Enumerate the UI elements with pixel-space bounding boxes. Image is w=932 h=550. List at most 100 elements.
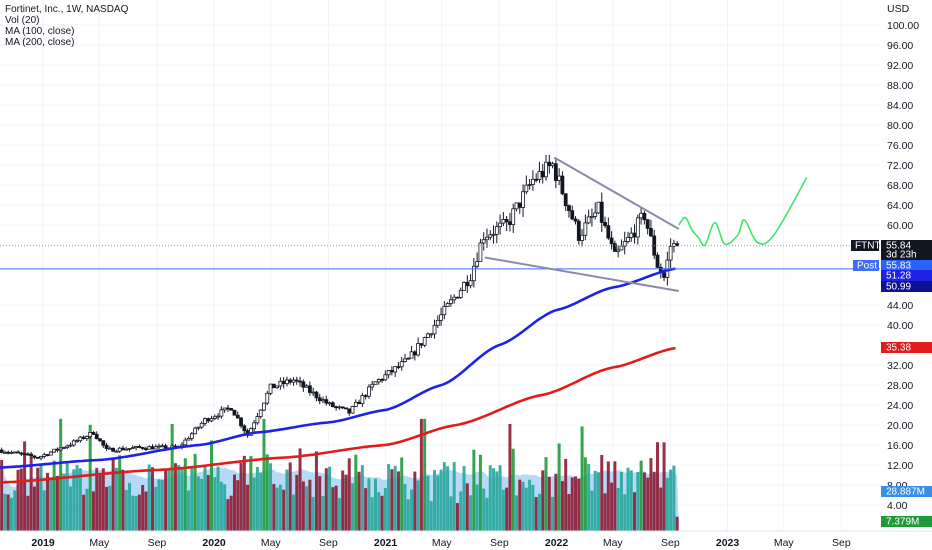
candle-body — [347, 408, 352, 414]
legend-ma100[interactable]: MA (100, close) — [5, 26, 75, 37]
volume-bar — [662, 442, 666, 531]
candle-body — [439, 314, 443, 321]
candle-body — [412, 351, 417, 356]
volume-bar — [167, 468, 171, 531]
candle-body — [262, 402, 266, 411]
projection-path — [678, 177, 808, 247]
candle-body — [632, 232, 637, 238]
ma100-tag-a-bg — [881, 270, 932, 281]
post-price-tag: 55.83 — [886, 261, 911, 272]
candle-body — [196, 426, 201, 429]
candle-body — [337, 406, 342, 409]
volume-bar — [334, 485, 338, 531]
candle-body — [101, 440, 106, 446]
candle-body — [226, 407, 230, 410]
volume-bar — [78, 468, 82, 531]
candle-body — [121, 447, 125, 451]
candle-body — [527, 184, 532, 186]
candle-body — [662, 272, 666, 278]
volume-bar — [32, 486, 36, 531]
time-tick-label: May — [261, 537, 282, 549]
candle-body — [265, 392, 270, 404]
volume-bar — [606, 461, 610, 531]
volume-bar — [393, 465, 397, 531]
volume-bar — [364, 488, 368, 531]
candle-body — [294, 379, 299, 382]
volume-bar — [288, 462, 292, 531]
candle-body — [275, 385, 280, 389]
candle-body — [242, 425, 247, 432]
volume-bar — [298, 448, 302, 531]
volume-bar — [580, 426, 584, 531]
vol-ma-tag-bg — [881, 486, 932, 497]
volume-bar — [219, 481, 223, 531]
candle-body — [144, 448, 148, 450]
volume-bar — [518, 479, 522, 531]
legend-title[interactable]: Fortinet, Inc., 1W, NASDAQ — [5, 4, 129, 15]
volume-bar — [406, 499, 410, 531]
volume-bar — [377, 492, 381, 531]
volume-bar — [554, 473, 558, 531]
volume-bar — [403, 483, 407, 531]
candle-body — [494, 226, 499, 235]
volume-bar — [242, 455, 246, 531]
volume-bar — [147, 464, 151, 531]
volume-bar — [292, 494, 296, 531]
volume-bar — [154, 486, 158, 531]
volume-bar — [223, 484, 227, 531]
ma100-tag-b: 50.99 — [886, 282, 911, 293]
volume-bar — [380, 495, 384, 531]
legend-ma200[interactable]: MA (200, close) — [5, 37, 75, 48]
time-axis[interactable]: 2019 May Sep 2020 May Sep 2021 May Sep 2022 May Sep… — [0, 530, 932, 550]
candle-body — [619, 245, 624, 251]
volume-bar — [311, 497, 315, 531]
volume-bar — [236, 480, 240, 531]
volume-bar — [134, 496, 138, 531]
volume-bar — [482, 488, 486, 531]
candle-body — [307, 385, 312, 393]
candle-body — [88, 432, 93, 437]
volume-bar — [98, 475, 102, 531]
volume-bar — [249, 456, 253, 531]
time-tick-label: 2021 — [374, 537, 398, 549]
candle-body — [58, 447, 63, 451]
volume-bar — [577, 478, 581, 531]
volume-bar — [105, 486, 109, 531]
volume-bar — [347, 458, 351, 531]
volume-bar — [180, 468, 184, 531]
volume-bar — [55, 476, 59, 531]
candle-body — [68, 444, 73, 447]
volume-bar — [636, 472, 640, 531]
candle-body — [455, 296, 460, 299]
candle-body — [35, 456, 40, 459]
candle-body — [94, 434, 99, 440]
price-tick-label: 84.00 — [887, 100, 913, 112]
volume-bar — [39, 464, 43, 531]
price-tick-label: 32.00 — [887, 360, 913, 372]
chart-legend: Fortinet, Inc., 1W, NASDAQ Vol (20) MA (… — [5, 4, 128, 48]
volume-bar — [295, 474, 299, 531]
candle-body — [514, 202, 519, 210]
candle-body — [209, 418, 214, 422]
legend-vol[interactable]: Vol (20) — [5, 15, 40, 26]
volume-bar — [269, 463, 273, 531]
candle-body — [52, 448, 57, 453]
volume-bar — [564, 458, 568, 531]
volume-bar — [449, 496, 453, 531]
candle-body — [298, 380, 302, 383]
vol-ma-tag: 28.887M — [886, 487, 925, 498]
candle-body — [429, 333, 434, 336]
candle-body — [524, 184, 529, 193]
volume-bar — [498, 465, 502, 531]
time-tick-label: Sep — [148, 537, 167, 549]
candle-body — [393, 366, 398, 373]
volume-bar — [560, 481, 564, 531]
candle-body — [491, 233, 496, 236]
volume-bar — [85, 488, 89, 531]
ticker-tag-bg — [851, 240, 879, 251]
price-tick-label: 92.00 — [887, 60, 913, 72]
volume-bar — [442, 462, 446, 531]
candle-body — [511, 208, 516, 225]
